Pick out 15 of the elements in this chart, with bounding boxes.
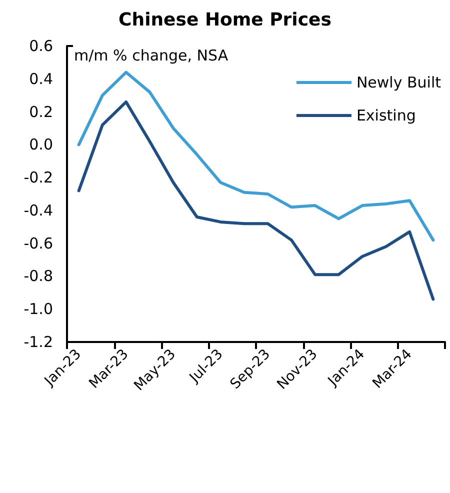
y-axis-title: m/m % change, NSA bbox=[74, 46, 229, 64]
y-tick-label: 0.6 bbox=[29, 37, 53, 55]
y-tick-label: 0.4 bbox=[29, 70, 53, 88]
legend-label: Existing bbox=[356, 106, 416, 124]
y-tick-label: -1.0 bbox=[24, 300, 53, 318]
y-tick-label: 0.2 bbox=[29, 102, 53, 121]
y-tick-label: -0.6 bbox=[24, 234, 53, 252]
y-tick-label: -0.8 bbox=[24, 267, 53, 286]
y-tick-label: -0.4 bbox=[24, 201, 53, 220]
legend-label: Newly Built bbox=[356, 74, 442, 92]
line-series bbox=[77, 100, 435, 301]
y-tick-label: -1.2 bbox=[24, 333, 53, 351]
chart-title: Chinese Home Prices bbox=[118, 10, 332, 30]
y-tick-label: -0.2 bbox=[24, 168, 53, 187]
y-tick-label: 0.0 bbox=[29, 136, 53, 154]
